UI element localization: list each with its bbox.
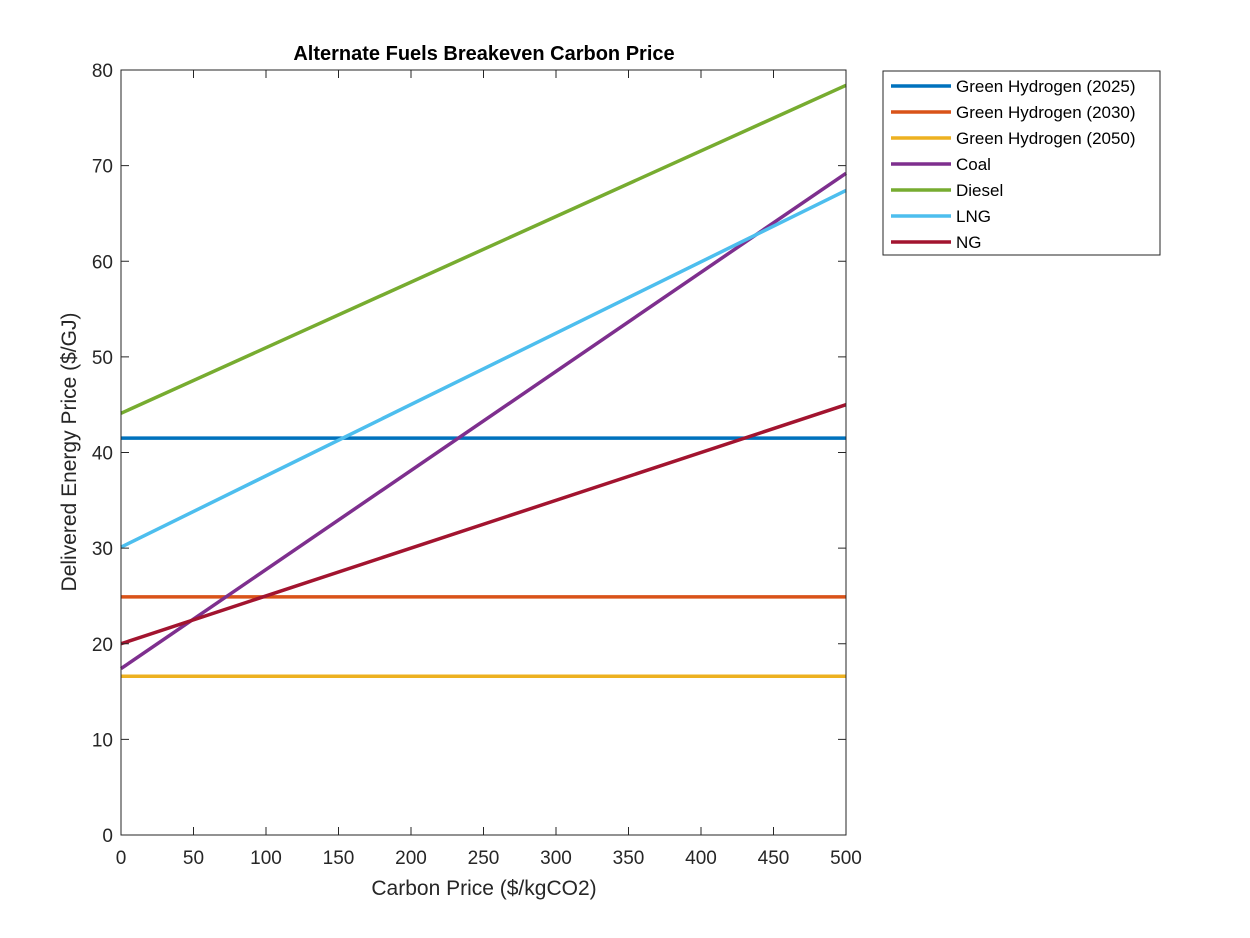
legend-label: LNG <box>956 207 991 226</box>
series-line-5 <box>120 188 847 549</box>
legend-label: Coal <box>956 155 991 174</box>
legend-items: Green Hydrogen (2025) Green Hydrogen (203… <box>891 77 1136 252</box>
series-layer <box>120 83 847 679</box>
legend: Green Hydrogen (2025) Green Hydrogen (203… <box>882 70 1161 256</box>
y-tick-label: 20 <box>92 635 113 656</box>
y-tick-label: 80 <box>92 61 113 82</box>
legend-label: Green Hydrogen (2050) <box>956 129 1136 148</box>
y-tick-label: 30 <box>92 539 113 560</box>
series-line-3 <box>120 171 847 671</box>
x-tick-label: 350 <box>613 848 645 869</box>
x-tick-label: 400 <box>685 848 717 869</box>
tick-layer: 0 50 100 150 200 250 300 350 400 450 500 0 10 20 30 40 5… <box>92 61 862 869</box>
series-line-4 <box>120 83 847 415</box>
x-tick-label: 300 <box>540 848 572 869</box>
legend-label: Diesel <box>956 181 1003 200</box>
x-tick-label: 150 <box>323 848 355 869</box>
plot-area <box>121 70 846 835</box>
series-line-6 <box>120 403 847 646</box>
y-tick-label: 60 <box>92 252 113 273</box>
y-tick-label: 10 <box>92 730 113 751</box>
legend-label: NG <box>956 233 982 252</box>
y-tick-label: 0 <box>102 826 113 847</box>
x-tick-label: 250 <box>468 848 500 869</box>
x-tick-label: 200 <box>395 848 427 869</box>
x-tick-label: 50 <box>183 848 204 869</box>
chart-title: Alternate Fuels Breakeven Carbon Price <box>293 43 674 65</box>
y-tick-label: 50 <box>92 348 113 369</box>
x-tick-label: 0 <box>116 848 127 869</box>
legend-label: Green Hydrogen (2030) <box>956 103 1136 122</box>
y-tick-label: 40 <box>92 444 113 465</box>
x-tick-label: 100 <box>250 848 282 869</box>
y-axis-label: Delivered Energy Price ($/GJ) <box>58 313 81 592</box>
x-tick-label: 450 <box>758 848 790 869</box>
legend-label: Green Hydrogen (2025) <box>956 77 1136 96</box>
x-axis-label: Carbon Price ($/kgCO2) <box>371 877 596 900</box>
y-tick-label: 70 <box>92 157 113 178</box>
x-tick-label: 500 <box>830 848 862 869</box>
